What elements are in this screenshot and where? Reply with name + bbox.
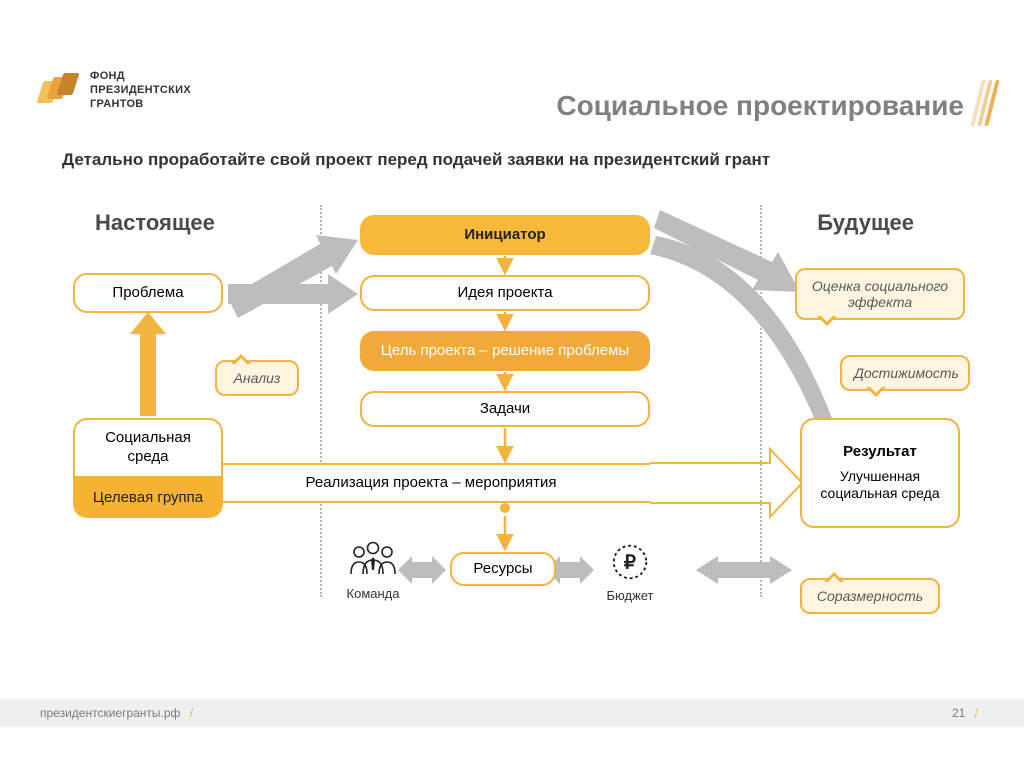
title-ornament — [976, 80, 994, 126]
node-result: Результат Улучшенная социальная среда — [800, 418, 960, 528]
callout-reach: Достижимость — [840, 355, 970, 391]
callout-proportion: Соразмерность — [800, 578, 940, 614]
footer: президентскиегранты.рф / 21 / — [0, 699, 1024, 727]
footer-page: 21 — [952, 706, 965, 720]
slide-title: Социальное проектирование — [556, 90, 964, 122]
svg-text:₽: ₽ — [624, 553, 636, 574]
node-idea: Идея проекта — [360, 275, 650, 311]
node-target-group: Целевая группа — [73, 478, 223, 518]
slash-icon: / — [969, 706, 984, 720]
divider-left — [320, 205, 322, 597]
slash-icon: / — [184, 706, 199, 720]
logo-icon — [40, 73, 80, 109]
node-goal: Цель проекта – решение проблемы — [360, 331, 650, 371]
callout-analysis: Анализ — [215, 360, 299, 396]
node-tasks: Задачи — [360, 391, 650, 427]
brand-text: ФОНД ПРЕЗИДЕНТСКИХ ГРАНТОВ — [90, 70, 191, 111]
callout-effect: Оценка социального эффекта — [795, 268, 965, 320]
footer-site: президентскиегранты.рф — [40, 706, 180, 720]
result-title: Результат — [843, 443, 917, 462]
budget-icon: ₽ Бюджет — [600, 540, 660, 603]
result-subtitle: Улучшенная социальная среда — [812, 468, 948, 503]
node-problem: Проблема — [73, 273, 223, 313]
node-social-env: Социальная среда — [73, 418, 223, 478]
node-resources: Ресурсы — [450, 552, 556, 586]
node-initiator: Инициатор — [360, 215, 650, 255]
slide-subtitle: Детально проработайте свой проект перед … — [62, 150, 770, 170]
brand-logo: ФОНД ПРЕЗИДЕНТСКИХ ГРАНТОВ — [40, 70, 191, 111]
divider-right — [760, 205, 762, 597]
col-right-title: Будущее — [817, 210, 914, 236]
team-icon: Команда — [338, 540, 408, 601]
node-implementation: Реализация проекта – мероприятия — [210, 463, 650, 503]
col-left-title: Настоящее — [95, 210, 215, 236]
